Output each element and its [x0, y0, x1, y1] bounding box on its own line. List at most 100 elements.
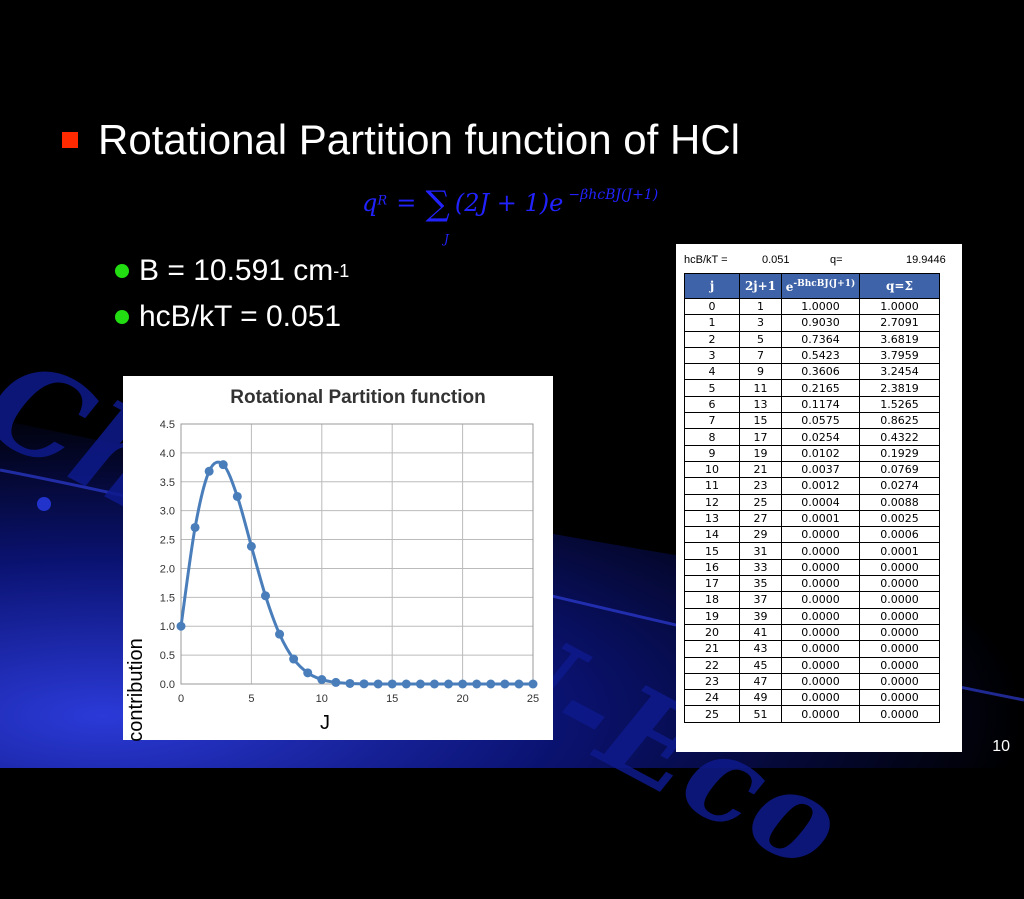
table-row: 7 15 0.0575 0.8625 [684, 412, 940, 430]
cell-q: 0.0000 [859, 558, 940, 577]
cell-j: 4 [684, 363, 740, 381]
plot-area [180, 423, 534, 685]
cell-j: 23 [684, 672, 740, 691]
cell-j: 5 [684, 379, 740, 397]
cell-2j1: 41 [739, 623, 782, 642]
chart-x-label: J [320, 712, 330, 734]
bullet-b-text: B = 10.591 cm [139, 254, 334, 287]
table-row: 3 7 0.5423 3.7959 [684, 346, 940, 365]
cell-j: 25 [684, 705, 740, 723]
header-2j1: 2j+1 [739, 273, 782, 299]
header-exp-base: e [785, 279, 794, 294]
cell-j: 8 [684, 428, 740, 446]
cell-q: 0.0000 [859, 591, 940, 609]
table-row: 10 21 0.0037 0.0769 [684, 460, 940, 479]
data-point [444, 679, 454, 689]
data-point [387, 679, 397, 689]
data-point [218, 460, 228, 470]
table-row: 24 49 0.0000 0.0000 [684, 689, 940, 707]
header-j: j [684, 273, 740, 299]
data-point [472, 679, 482, 689]
data-point [401, 679, 411, 689]
cell-exp: 0.9030 [781, 314, 860, 332]
cell-j: 0 [684, 297, 740, 316]
table-row: 25 51 0.0000 0.0000 [684, 705, 940, 723]
data-point [345, 678, 355, 688]
cell-exp: 0.0000 [781, 558, 860, 577]
bullet-list: B = 10.591 cm -1 hcB/kT = 0.051 [115, 248, 349, 340]
cell-q: 3.2454 [859, 363, 940, 381]
data-point [190, 522, 200, 532]
y-tick-label: 4.5 [160, 419, 175, 431]
cell-2j1: 1 [739, 297, 782, 316]
data-point [458, 679, 468, 689]
cell-j: 19 [684, 607, 740, 625]
cell-j: 16 [684, 558, 740, 577]
cell-j: 3 [684, 346, 740, 365]
cell-exp: 0.0000 [781, 623, 860, 642]
table-row: 21 43 0.0000 0.0000 [684, 640, 940, 658]
cell-exp: 0.0254 [781, 428, 860, 446]
cell-exp: 0.3606 [781, 363, 860, 381]
cell-2j1: 37 [739, 591, 782, 609]
cell-q: 0.0006 [859, 526, 940, 544]
cell-2j1: 15 [739, 412, 782, 430]
y-tick-label: 1.5 [160, 592, 175, 604]
cell-j: 6 [684, 395, 740, 414]
cell-q: 0.0000 [859, 672, 940, 691]
page-number: 10 [992, 738, 1010, 755]
table-row: 17 35 0.0000 0.0000 [684, 575, 940, 593]
y-tick-label: 2.5 [160, 535, 175, 547]
table-row: 9 19 0.0102 0.1929 [684, 444, 940, 462]
param-label: hcB/kT = [684, 254, 728, 266]
table-row: 6 13 0.1174 1.5265 [684, 395, 940, 414]
x-tick-label: 5 [248, 693, 254, 705]
cell-exp: 0.1174 [781, 395, 860, 414]
cell-j: 7 [684, 412, 740, 430]
cell-q: 0.0000 [859, 689, 940, 707]
table-row: 14 29 0.0000 0.0006 [684, 526, 940, 544]
cell-2j1: 51 [739, 705, 782, 723]
cell-2j1: 11 [739, 379, 782, 397]
formula-sum-index: J [444, 232, 449, 246]
cell-j: 10 [684, 460, 740, 479]
cell-j: 1 [684, 314, 740, 332]
cell-q: 1.5265 [859, 395, 940, 414]
cell-j: 9 [684, 444, 740, 462]
cell-exp: 0.0000 [781, 656, 860, 674]
cell-q: 0.0000 [859, 656, 940, 674]
cell-2j1: 39 [739, 607, 782, 625]
cell-exp: 0.0012 [781, 477, 860, 495]
cell-2j1: 25 [739, 493, 782, 511]
y-tick-label: 3.5 [160, 477, 175, 489]
cell-2j1: 7 [739, 346, 782, 365]
table-row: 16 33 0.0000 0.0000 [684, 558, 940, 577]
cell-exp: 0.0001 [781, 509, 860, 528]
table-row: 12 25 0.0004 0.0088 [684, 493, 940, 511]
formula-exponent: −βhcBJ(J+1) [568, 187, 659, 203]
data-point [429, 679, 439, 689]
data-point [528, 679, 538, 689]
table-row: 15 31 0.0000 0.0001 [684, 542, 940, 560]
x-tick-label: 15 [386, 693, 398, 705]
cell-j: 21 [684, 640, 740, 658]
cell-exp: 0.0102 [781, 444, 860, 462]
chart-panel: Rotational Partition function 0.0 0.5 1.0 1.… [123, 376, 553, 740]
cell-exp: 0.0575 [781, 412, 860, 430]
cell-q: 0.0000 [859, 623, 940, 642]
header-q: q=Σ [859, 273, 940, 299]
table-row: 1 3 0.9030 2.7091 [684, 314, 940, 332]
data-point [303, 668, 313, 678]
cell-2j1: 23 [739, 477, 782, 495]
table-header-row: j 2j+1 e-BhcBJ(J+1) q=Σ [684, 273, 940, 299]
table-row: 19 39 0.0000 0.0000 [684, 607, 940, 625]
cell-exp: 0.0000 [781, 542, 860, 560]
cell-q: 0.8625 [859, 412, 940, 430]
cell-exp: 0.0000 [781, 607, 860, 625]
bullet-b: B = 10.591 cm -1 [115, 248, 349, 294]
cell-q: 3.6819 [859, 330, 940, 348]
data-point [415, 679, 425, 689]
cell-q: 0.4322 [859, 428, 940, 446]
bullet-hcb-text: hcB/kT = 0.051 [139, 300, 342, 333]
cell-exp: 0.0000 [781, 526, 860, 544]
